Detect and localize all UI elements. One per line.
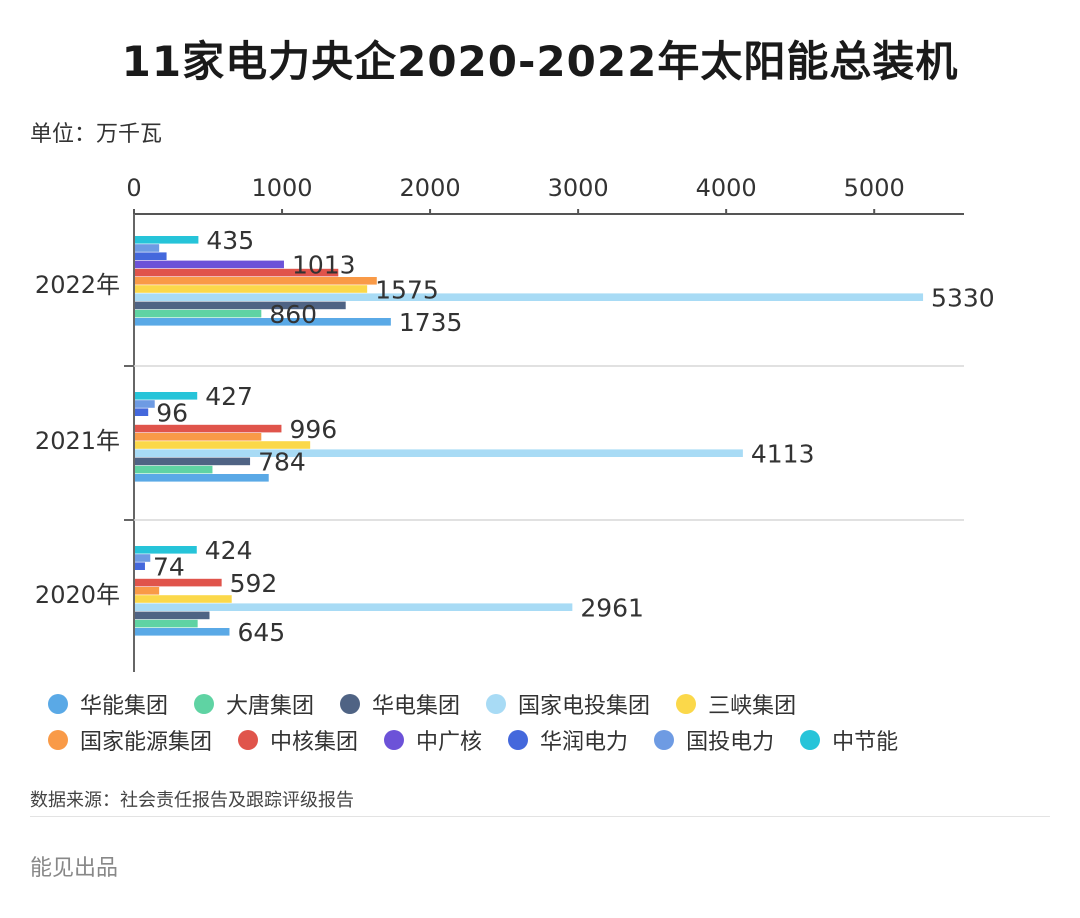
legend-swatch bbox=[194, 694, 215, 714]
legend-item: 华能集团 bbox=[48, 688, 168, 720]
legend-label: 中广核 bbox=[416, 730, 483, 755]
bar bbox=[135, 562, 145, 570]
legend-item: 大唐集团 bbox=[194, 688, 314, 720]
bar bbox=[135, 474, 269, 482]
legend-item: 国家电投集团 bbox=[486, 688, 650, 720]
data-label: 860 bbox=[269, 300, 317, 329]
bar bbox=[135, 236, 199, 244]
x-tick-label: 5000 bbox=[844, 174, 905, 202]
bar bbox=[135, 309, 262, 318]
legend-swatch bbox=[384, 730, 405, 750]
bar bbox=[135, 244, 160, 252]
data-label: 645 bbox=[237, 618, 285, 647]
data-label: 1575 bbox=[375, 275, 439, 304]
legend-swatch bbox=[654, 730, 675, 750]
bar bbox=[135, 318, 391, 326]
bar bbox=[135, 260, 284, 269]
data-label: 74 bbox=[153, 553, 185, 582]
legend-swatch bbox=[486, 694, 507, 714]
bar bbox=[135, 433, 262, 441]
legend-item: 国家能源集团 bbox=[48, 724, 212, 756]
chart-legend: 华能集团 大唐集团 华电集团 国家电投集团 三峡集团 国家能源集团 中核集团 中广核 华润电力国… bbox=[48, 686, 1058, 758]
bar bbox=[135, 301, 346, 310]
source-note: 数据来源：社会责任报告及跟踪评级报告 bbox=[30, 790, 354, 811]
bar bbox=[135, 546, 197, 554]
legend-label: 华电集团 bbox=[372, 694, 461, 719]
bar bbox=[135, 400, 155, 408]
data-label: 996 bbox=[289, 415, 337, 444]
x-tick-label: 2000 bbox=[400, 174, 461, 202]
data-label: 784 bbox=[258, 448, 306, 477]
legend-item: 华电集团 bbox=[340, 688, 460, 720]
legend-label: 国家电投集团 bbox=[518, 694, 651, 719]
legend-swatch bbox=[340, 694, 361, 714]
data-label: 5330 bbox=[931, 284, 995, 313]
bar bbox=[135, 268, 339, 277]
legend-label: 国投电力 bbox=[686, 730, 775, 755]
data-label: 1735 bbox=[399, 308, 463, 337]
legend-swatch bbox=[800, 730, 821, 750]
category-label: 2020年 bbox=[35, 581, 120, 609]
bar bbox=[135, 465, 213, 474]
legend-swatch bbox=[48, 694, 68, 714]
data-label: 2961 bbox=[580, 594, 644, 623]
legend-label: 华润电力 bbox=[540, 730, 629, 755]
bar bbox=[135, 252, 167, 260]
bar bbox=[135, 603, 573, 611]
legend-swatch bbox=[48, 730, 68, 750]
x-tick-label: 4000 bbox=[696, 174, 757, 202]
data-label: 592 bbox=[230, 569, 278, 598]
bar bbox=[135, 441, 311, 449]
bar bbox=[135, 424, 282, 433]
legend-label: 三峡集团 bbox=[708, 694, 797, 719]
category-label: 2022年 bbox=[35, 271, 120, 299]
bar-chart: 0 1000 2000 3000 4000 5000 2022年 2021年 2020年 435 1… bbox=[35, 174, 995, 672]
legend-item: 三峡集团 bbox=[676, 688, 796, 720]
bar bbox=[135, 457, 251, 466]
category-label: 2021年 bbox=[35, 427, 120, 455]
bar bbox=[135, 285, 368, 293]
bar bbox=[135, 595, 232, 603]
bar bbox=[135, 449, 743, 457]
bar bbox=[135, 611, 210, 620]
data-label: 427 bbox=[205, 382, 253, 411]
chart-title: 11家电力央企2020-2022年太阳能总装机 bbox=[121, 37, 959, 86]
legend-label: 大唐集团 bbox=[226, 694, 315, 719]
data-label: 1013 bbox=[292, 251, 356, 280]
bar bbox=[135, 277, 377, 285]
data-label: 96 bbox=[156, 399, 188, 428]
legend-swatch bbox=[238, 730, 259, 750]
legend-swatch bbox=[676, 694, 697, 714]
legend-swatch bbox=[508, 730, 529, 750]
bar bbox=[135, 628, 230, 636]
legend-item: 中核集团 bbox=[238, 724, 358, 756]
legend-label: 中核集团 bbox=[270, 730, 359, 755]
bar bbox=[135, 392, 198, 400]
legend-item: 国投电力 bbox=[654, 724, 774, 756]
unit-label: 单位：万千瓦 bbox=[30, 122, 163, 147]
bar bbox=[135, 554, 151, 562]
x-tick-label: 3000 bbox=[548, 174, 609, 202]
legend-label: 国家能源集团 bbox=[80, 730, 213, 755]
bar bbox=[135, 587, 160, 595]
legend-row: 华能集团 大唐集团 华电集团 国家电投集团 三峡集团 bbox=[48, 686, 1058, 722]
x-tick-label: 1000 bbox=[252, 174, 313, 202]
bar bbox=[135, 408, 149, 416]
data-label: 424 bbox=[205, 536, 253, 565]
legend-item: 中节能 bbox=[800, 724, 898, 756]
brand-label: 能见出品 bbox=[30, 856, 119, 881]
data-label: 435 bbox=[206, 226, 254, 255]
x-tick-label: 0 bbox=[126, 174, 141, 202]
legend-row: 国家能源集团 中核集团 中广核 华润电力 国投电力 中节能 bbox=[48, 722, 1058, 758]
bar bbox=[135, 578, 222, 587]
divider bbox=[30, 816, 1050, 817]
legend-item: 华润电力 bbox=[508, 724, 628, 756]
legend-item: 中广核 bbox=[384, 724, 482, 756]
legend-label: 华能集团 bbox=[80, 694, 169, 719]
legend-label: 中节能 bbox=[832, 730, 899, 755]
bar bbox=[135, 293, 924, 301]
data-label: 4113 bbox=[751, 440, 815, 469]
bar bbox=[135, 619, 198, 628]
